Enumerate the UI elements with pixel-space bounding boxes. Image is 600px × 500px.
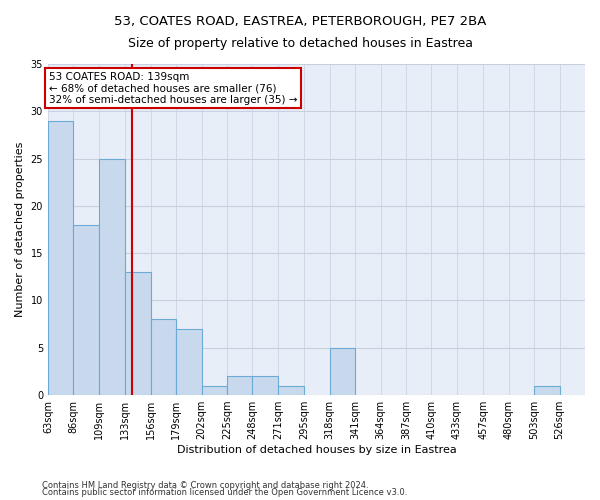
Bar (227, 376, 253, 395)
Bar (125, 272, 151, 395)
Bar (151, 320, 176, 395)
Text: Contains public sector information licensed under the Open Government Licence v3: Contains public sector information licen… (42, 488, 407, 497)
Bar (99, 158, 125, 395)
Bar (202, 386, 227, 395)
Bar (330, 348, 355, 395)
X-axis label: Distribution of detached houses by size in Eastrea: Distribution of detached houses by size … (176, 445, 457, 455)
Bar (534, 386, 560, 395)
Bar (253, 376, 278, 395)
Bar (176, 329, 202, 395)
Text: Contains HM Land Registry data © Crown copyright and database right 2024.: Contains HM Land Registry data © Crown c… (42, 480, 368, 490)
Text: 53 COATES ROAD: 139sqm
← 68% of detached houses are smaller (76)
32% of semi-det: 53 COATES ROAD: 139sqm ← 68% of detached… (49, 72, 298, 105)
Text: 53, COATES ROAD, EASTREA, PETERBOROUGH, PE7 2BA: 53, COATES ROAD, EASTREA, PETERBOROUGH, … (114, 15, 486, 28)
Bar (73, 225, 99, 395)
Bar (48, 121, 73, 395)
Text: Size of property relative to detached houses in Eastrea: Size of property relative to detached ho… (128, 38, 473, 51)
Y-axis label: Number of detached properties: Number of detached properties (15, 142, 25, 317)
Bar (278, 386, 304, 395)
